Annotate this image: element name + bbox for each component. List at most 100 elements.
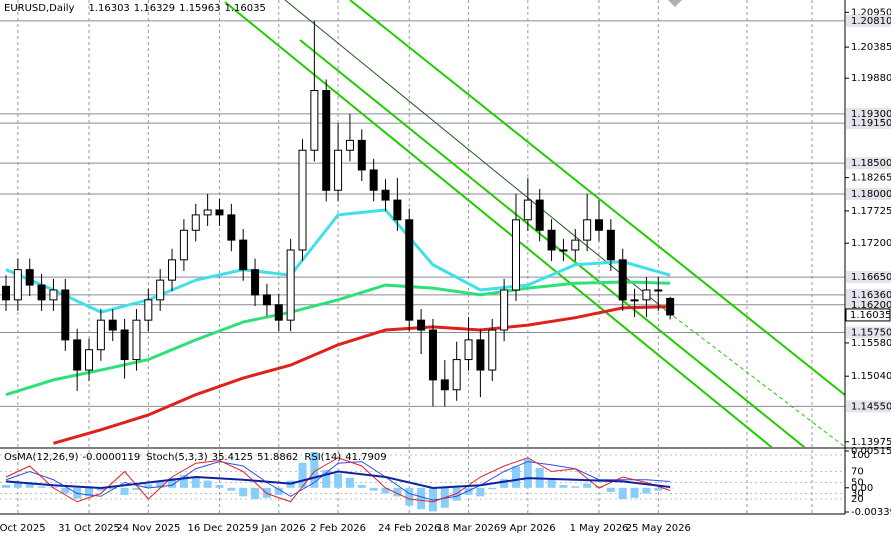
candle-body	[310, 90, 319, 151]
candle-body	[547, 229, 556, 251]
level-label-box	[846, 298, 891, 311]
osma-bar	[108, 487, 117, 490]
current-price-box	[845, 308, 891, 322]
grid	[17, 0, 813, 514]
osma-bar	[381, 487, 390, 494]
level-label: 1.18500	[851, 158, 891, 169]
osc-tick-label: 100	[851, 450, 870, 461]
candle-body	[535, 199, 544, 231]
osma-bar	[37, 486, 46, 488]
chart-title: EURUSD,Daily 1.16303 1.16329 1.15963 1.16035	[4, 3, 266, 14]
x-tick-label: 1 May 2026	[570, 523, 629, 534]
candle-body	[13, 269, 22, 301]
candle-body	[191, 214, 200, 231]
levels	[0, 20, 845, 407]
osma-bar	[168, 477, 177, 488]
candle-body	[428, 329, 437, 381]
candle-body	[523, 199, 532, 221]
osma-bar	[345, 477, 354, 488]
candle-body	[274, 304, 283, 321]
osma-tick-label: 0.0051514	[851, 446, 891, 457]
osma-bar	[393, 487, 402, 497]
level-label: 1.20810	[851, 16, 891, 27]
current-price-label: 1.16035	[850, 310, 891, 321]
candle-body	[322, 90, 331, 191]
x-tick-label: 9 Jan 2026	[252, 523, 306, 534]
candle-body	[108, 319, 117, 331]
candle-body	[120, 329, 129, 361]
osma-bar	[203, 480, 212, 488]
osc-tick-label: 30	[851, 489, 864, 500]
candle-body	[215, 209, 224, 216]
candle-body	[239, 239, 248, 271]
candle-body	[2, 285, 10, 301]
osma-bar	[262, 487, 271, 498]
y-tick-label: 1.13975	[851, 437, 891, 448]
last-open: 1.16303	[88, 3, 129, 14]
candle-body	[251, 269, 260, 296]
osma-bar	[417, 487, 426, 510]
osma-bar	[298, 462, 307, 488]
osc-tick-label: 70	[851, 467, 864, 478]
candle-body	[393, 199, 402, 221]
osma-bar	[310, 452, 319, 488]
osma-bar	[85, 487, 94, 497]
osma-bar	[595, 486, 603, 488]
candle-body	[595, 219, 603, 231]
osma-bar	[523, 459, 532, 488]
candle-body	[417, 319, 426, 331]
candles	[2, 20, 675, 407]
candle-body	[381, 189, 390, 201]
osma-bar	[274, 487, 283, 495]
candle-body	[96, 319, 105, 351]
candle-body	[132, 319, 141, 361]
level-label: 1.16650	[851, 272, 891, 283]
level-label-box	[846, 271, 891, 284]
candle-body	[357, 139, 366, 171]
candle-body	[452, 359, 461, 391]
x-tick-label: 18 Mar 2026	[437, 523, 500, 534]
level-label: 1.19300	[851, 109, 891, 120]
candle-body	[227, 214, 236, 241]
x-tick-label: 24 Nov 2025	[116, 523, 180, 534]
candle-body	[144, 299, 153, 321]
candle-body	[345, 139, 354, 151]
level-label-box	[846, 107, 891, 120]
shift-marker	[668, 0, 682, 7]
last-low: 1.15963	[179, 3, 220, 14]
channel-line	[224, 1, 773, 447]
osc-tick-label: 50	[851, 478, 864, 489]
osma-bar	[61, 487, 70, 494]
osma-bar	[132, 487, 141, 490]
osma-bar	[25, 483, 34, 488]
x-tick-label: 24 Feb 2026	[378, 523, 440, 534]
osma-bar	[144, 484, 153, 488]
y-tick-label: 1.17200	[851, 238, 891, 249]
level-label-box	[846, 187, 891, 200]
candle-body	[440, 379, 449, 391]
x-tick-label: 16 Dec 2025	[188, 523, 252, 534]
candle-body	[630, 299, 639, 302]
level-label-box	[846, 14, 891, 27]
trend-projection	[667, 311, 845, 447]
candle-body	[476, 339, 485, 371]
x-tick-label: 25 May 2026	[626, 523, 691, 534]
candle-body	[85, 349, 94, 371]
rsi-title: RSI(14)	[304, 452, 341, 463]
osma-bar	[666, 487, 675, 489]
candle-body	[334, 149, 343, 191]
candle-body	[571, 239, 580, 251]
candle-body	[61, 289, 70, 341]
osma-value: -0.0000119	[83, 452, 141, 463]
osma-bar	[156, 480, 165, 488]
level-label-box	[846, 157, 891, 170]
osma-bar	[215, 484, 224, 488]
candle-body	[606, 229, 615, 261]
candle-body	[203, 209, 212, 216]
symbol: EURUSD,Daily	[4, 3, 75, 14]
y-tick-label: 1.17725	[851, 206, 891, 217]
price-panel	[0, 0, 845, 447]
osma-bar	[559, 484, 568, 488]
moving-averages	[5, 208, 671, 445]
